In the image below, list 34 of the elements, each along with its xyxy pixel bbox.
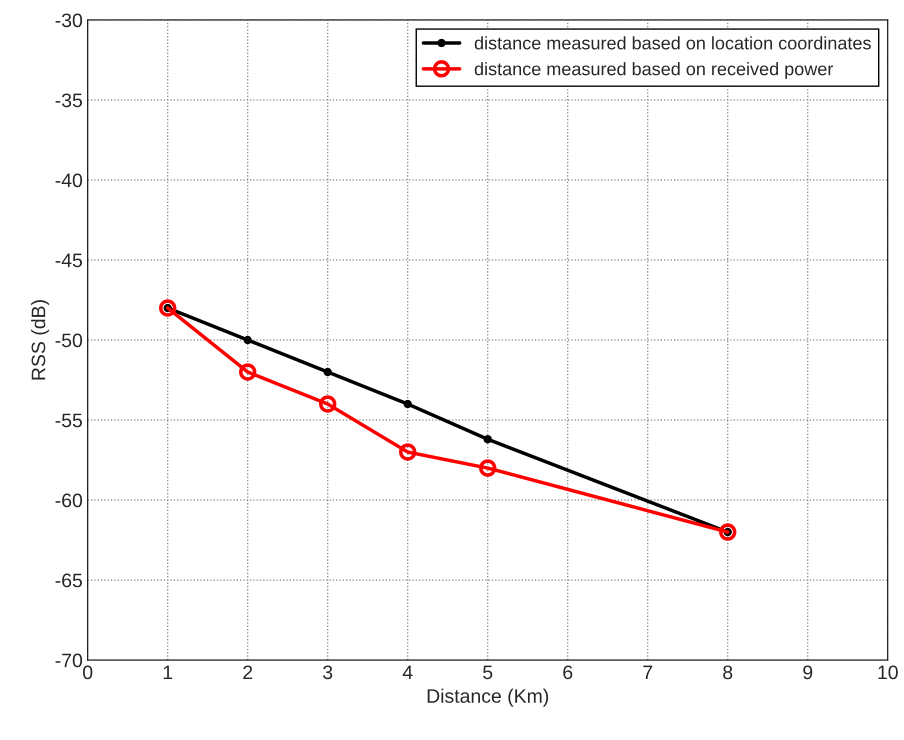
x-tick-label: 0 bbox=[83, 665, 92, 680]
point bbox=[719, 523, 736, 541]
y-axis-title: RSS (dB) bbox=[31, 300, 50, 380]
legend-label: distance measured based on received power bbox=[474, 62, 834, 79]
y-tick-label: -45 bbox=[56, 254, 82, 268]
x-tick-label: 6 bbox=[563, 665, 572, 680]
x-tick-label: 8 bbox=[723, 665, 732, 680]
x-tick-label: 5 bbox=[483, 666, 492, 680]
point bbox=[239, 363, 256, 381]
y-tick-label: -50 bbox=[56, 334, 82, 348]
x-tick-label: 3 bbox=[323, 665, 332, 680]
point bbox=[159, 299, 176, 317]
y-tick-label: -70 bbox=[56, 654, 82, 668]
x-tick-label: 1 bbox=[164, 666, 172, 680]
x-tick-label: 4 bbox=[402, 666, 413, 680]
point bbox=[484, 435, 492, 444]
x-axis-title: Distance (Km) bbox=[428, 688, 548, 707]
legend-label: distance measured based on location coordinates bbox=[474, 36, 871, 50]
point bbox=[479, 459, 496, 477]
point bbox=[399, 443, 416, 461]
point bbox=[244, 336, 252, 344]
y-tick-label: -40 bbox=[56, 173, 82, 188]
point bbox=[404, 400, 412, 408]
y-tick-label: -60 bbox=[56, 494, 82, 508]
y-tick-label: -35 bbox=[56, 93, 82, 108]
y-tick-label: -55 bbox=[56, 414, 82, 428]
point bbox=[319, 395, 336, 413]
y-tick-label: -30 bbox=[56, 13, 82, 28]
x-tick-label: 2 bbox=[243, 665, 252, 680]
y-tick-label: -65 bbox=[56, 574, 82, 588]
x-tick-label: 10 bbox=[878, 665, 898, 680]
point bbox=[324, 368, 332, 376]
x-tick-label: 9 bbox=[803, 665, 812, 680]
x-tick-label: 7 bbox=[643, 666, 652, 680]
